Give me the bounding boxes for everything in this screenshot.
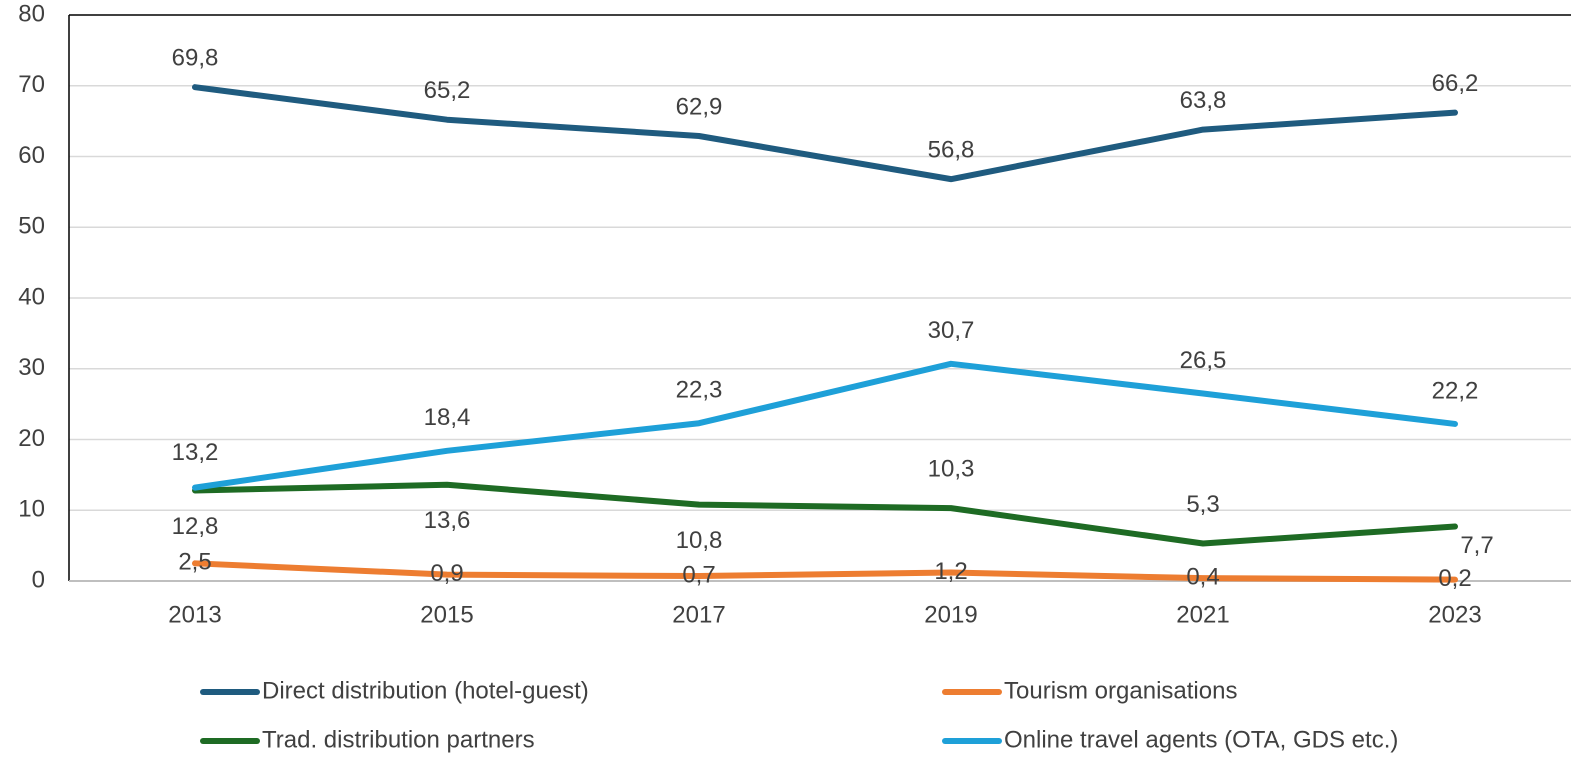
legend-label: Trad. distribution partners [262,726,535,753]
data-label: 1,2 [934,558,967,585]
y-tick-label: 10 [18,496,45,523]
data-label: 10,8 [676,527,723,554]
data-label: 0,9 [430,560,463,587]
data-label: 0,4 [1186,564,1219,591]
data-label: 13,2 [172,439,219,466]
x-tick-label: 2017 [672,601,725,628]
data-label: 7,7 [1460,532,1493,559]
x-tick-label: 2015 [420,601,473,628]
data-label: 30,7 [928,317,975,344]
data-label: 26,5 [1180,347,1227,374]
data-label: 10,3 [928,455,975,482]
data-label: 22,3 [676,377,723,404]
data-label: 63,8 [1180,87,1227,114]
legend-label: Online travel agents (OTA, GDS etc.) [1004,726,1398,753]
x-tick-label: 2023 [1428,601,1481,628]
y-tick-label: 30 [18,354,45,381]
x-tick-label: 2019 [924,601,977,628]
data-label: 65,2 [424,77,471,104]
data-label: 12,8 [172,513,219,540]
y-tick-label: 0 [32,566,45,593]
y-tick-label: 60 [18,142,45,169]
data-label: 62,9 [676,93,723,120]
x-tick-label: 2021 [1176,601,1229,628]
series-line [192,360,1458,491]
data-label: 66,2 [1432,70,1479,97]
data-label: 18,4 [424,404,471,431]
y-tick-label: 70 [18,71,45,98]
data-label: 13,6 [424,507,471,534]
data-label: 0,2 [1438,565,1471,592]
y-tick-label: 40 [18,283,45,310]
series-line [192,560,1458,583]
legend-label: Tourism organisations [1004,677,1237,704]
y-tick-label: 20 [18,425,45,452]
x-tick-label: 2013 [168,601,221,628]
y-tick-label: 50 [18,213,45,240]
data-label: 5,3 [1186,491,1219,518]
data-label: 22,2 [1432,377,1479,404]
series-line [192,481,1458,547]
series-line [192,84,1458,183]
data-label: 2,5 [178,549,211,576]
data-label: 0,7 [682,561,715,588]
data-label: 56,8 [928,136,975,163]
data-label: 69,8 [172,45,219,72]
legend-label: Direct distribution (hotel-guest) [262,677,589,704]
y-tick-label: 80 [18,0,45,27]
